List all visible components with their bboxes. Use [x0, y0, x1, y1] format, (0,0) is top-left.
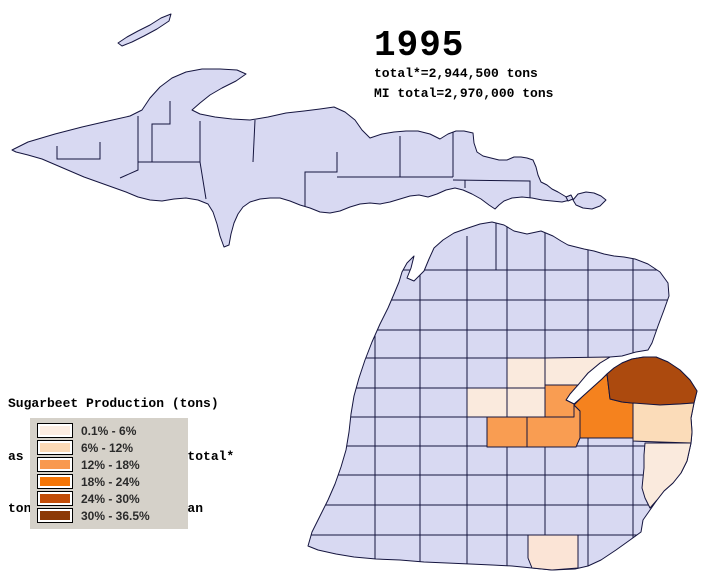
- legend-item-label: 0.1% - 6%: [81, 423, 137, 438]
- county-bay: [544, 384, 579, 418]
- legend-item: 0.1% - 6%: [37, 422, 188, 439]
- isle-royale: [117, 13, 172, 47]
- legend-item-label: 12% - 18%: [81, 457, 140, 472]
- county-st-clair: [641, 442, 692, 509]
- legend-title-line: Sugarbeet Production (tons): [8, 396, 219, 411]
- small-island: [565, 194, 574, 202]
- county-gratiot: [486, 416, 528, 448]
- legend-item: 24% - 30%: [37, 490, 188, 507]
- colored-counties: [466, 356, 698, 571]
- total-line: total*=2,944,500 tons: [374, 66, 538, 81]
- drummond-island: [572, 191, 607, 210]
- legend-item-label: 18% - 24%: [81, 474, 140, 489]
- county-lenawee: [527, 534, 579, 571]
- legend-color-swatch: [37, 440, 73, 455]
- legend-item-label: 30% - 36.5%: [81, 508, 150, 523]
- legend-color-swatch: [37, 423, 73, 438]
- county-midland: [506, 387, 546, 418]
- legend-item: 18% - 24%: [37, 473, 188, 490]
- legend-color-swatch: [37, 474, 73, 489]
- legend-item: 30% - 36.5%: [37, 507, 188, 524]
- county-huron: [606, 356, 698, 406]
- title-block: 1995 total*=2,944,500 tons MI total=2,97…: [374, 28, 553, 104]
- legend-color-swatch: [37, 491, 73, 506]
- legend-item-label: 6% - 12%: [81, 440, 134, 455]
- legend-item-label: 24% - 30%: [81, 491, 140, 506]
- legend-item: 6% - 12%: [37, 439, 188, 456]
- county-gladwin: [506, 357, 546, 389]
- county-isabella: [466, 387, 508, 418]
- legend: 0.1% - 6% 6% - 12% 12% - 18% 18% - 24% 2…: [30, 418, 188, 529]
- county-sanilac: [632, 402, 695, 444]
- legend-color-swatch: [37, 508, 73, 523]
- legend-color-swatch: [37, 457, 73, 472]
- mi-total-line: MI total=2,970,000 tons: [374, 86, 554, 101]
- legend-item: 12% - 18%: [37, 456, 188, 473]
- up-county-borders: [56, 101, 531, 207]
- year-title: 1995: [374, 25, 465, 66]
